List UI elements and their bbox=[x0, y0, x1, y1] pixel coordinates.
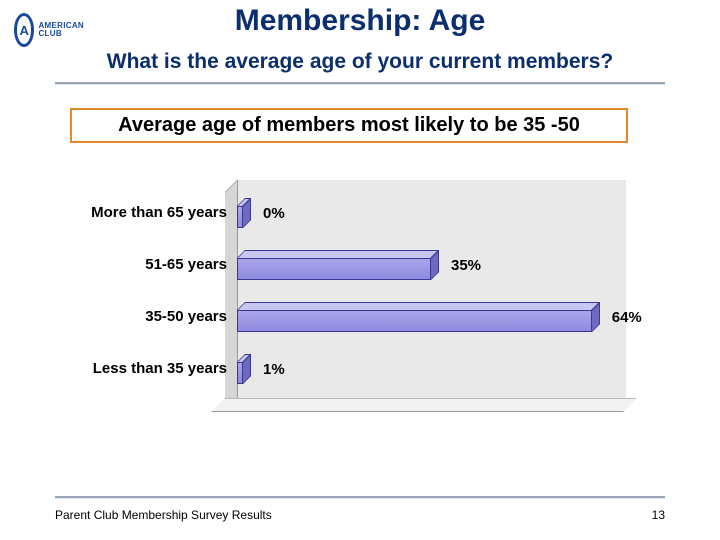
age-bar-chart: More than 65 years 0% 51-65 years 35% 35-50 … bbox=[75, 180, 665, 430]
slide-subtitle: What is the average age of your current … bbox=[0, 50, 720, 74]
value-label: 35% bbox=[451, 257, 481, 274]
plot-area: More than 65 years0%51-65 years35%35-50 … bbox=[225, 180, 625, 410]
plot-back-wall bbox=[237, 180, 626, 398]
bar-front bbox=[237, 258, 431, 280]
footer-source: Parent Club Membership Survey Results bbox=[55, 508, 272, 522]
category-label: 51-65 years bbox=[77, 256, 227, 273]
title-rule bbox=[55, 82, 665, 85]
category-label: More than 65 years bbox=[77, 204, 227, 221]
value-label: 64% bbox=[612, 309, 642, 326]
value-label: 1% bbox=[263, 361, 285, 378]
plot-floor bbox=[211, 398, 637, 412]
bar-front bbox=[237, 310, 592, 332]
value-label: 0% bbox=[263, 205, 285, 222]
slide-title: Membership: Age bbox=[0, 4, 720, 38]
category-label: 35-50 years bbox=[77, 308, 227, 325]
slide: A AMERICAN CLUB Membership: Age What is … bbox=[0, 0, 720, 540]
page-number: 13 bbox=[652, 508, 665, 522]
footer-rule bbox=[55, 496, 665, 499]
bar-top-face bbox=[237, 250, 439, 258]
category-label: Less than 35 years bbox=[77, 360, 227, 377]
callout-box: Average age of members most likely to be… bbox=[70, 108, 628, 143]
bar-top-face bbox=[237, 302, 600, 310]
